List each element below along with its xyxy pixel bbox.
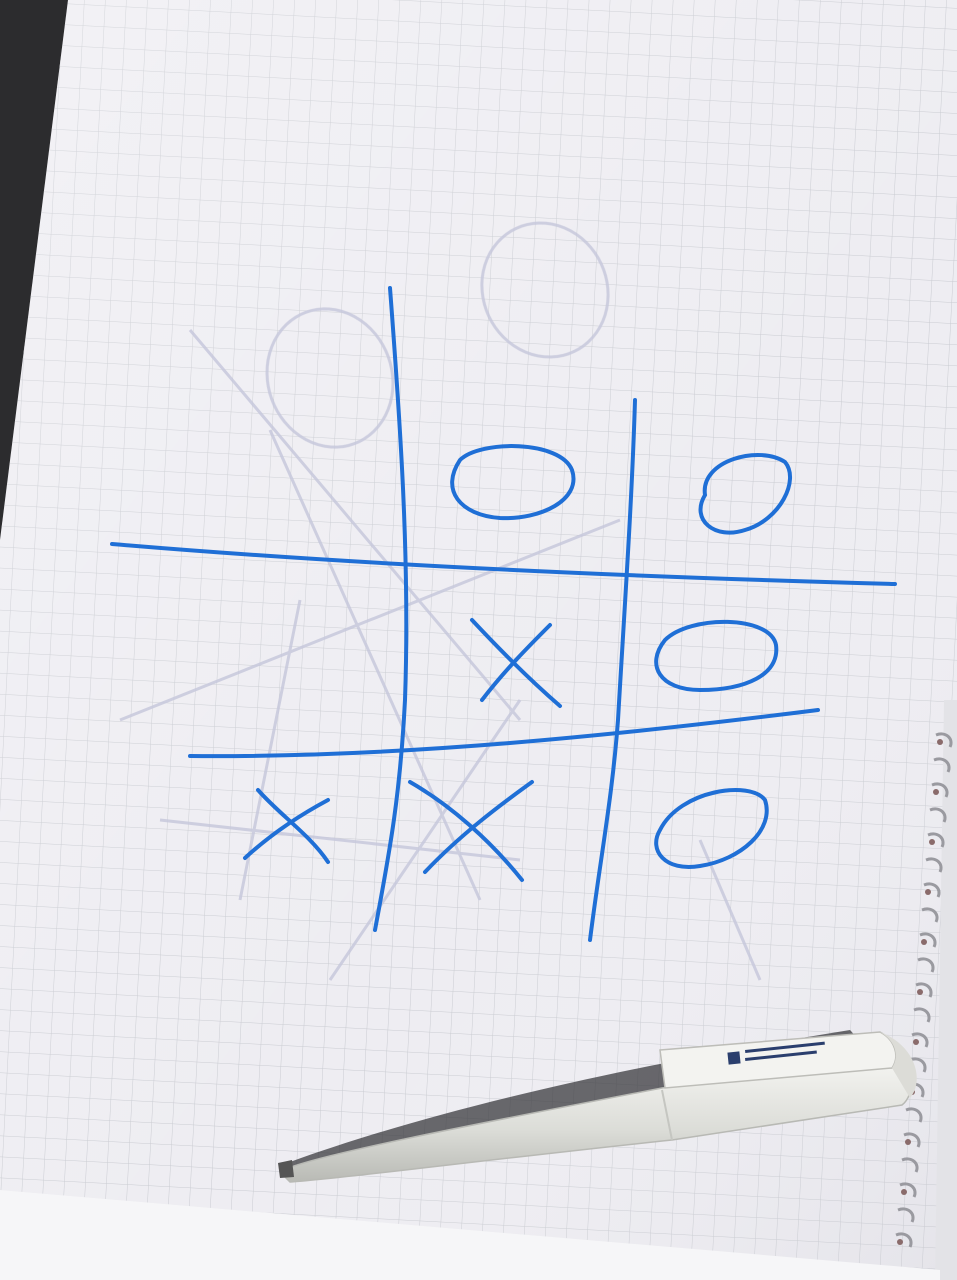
faint-erased-marks	[119, 221, 762, 981]
x-mark-center-stroke-1	[470, 618, 562, 708]
o-mark-top-right	[698, 453, 792, 535]
o-mark-bottom-right	[654, 788, 769, 869]
x-mark-bottom-middle-stroke-1	[408, 780, 524, 882]
vertical-line-left	[373, 286, 409, 932]
horizontal-line-bottom	[188, 708, 820, 759]
x-mark-bottom-left-stroke-1	[256, 788, 330, 864]
horizontal-line-top	[110, 542, 897, 586]
board-marks	[243, 444, 792, 882]
pen	[278, 1031, 917, 1183]
pen-logo-label: SHEFFIELD UNIVERSITY	[0, 0, 1, 1]
x-mark-bottom-left-stroke-2	[243, 798, 330, 860]
o-mark-top-middle	[450, 444, 576, 521]
pen-logo-text	[745, 1041, 825, 1061]
bottom-surface	[0, 1190, 940, 1280]
x-mark-bottom-middle-stroke-2	[423, 780, 534, 874]
spiral-binding	[895, 700, 957, 1280]
o-mark-middle-right	[654, 619, 779, 693]
vertical-line-right	[588, 398, 637, 942]
x-mark-center-stroke-2	[480, 623, 552, 702]
board-grid-lines	[110, 286, 897, 942]
pen-logo-emblem	[727, 1051, 741, 1065]
